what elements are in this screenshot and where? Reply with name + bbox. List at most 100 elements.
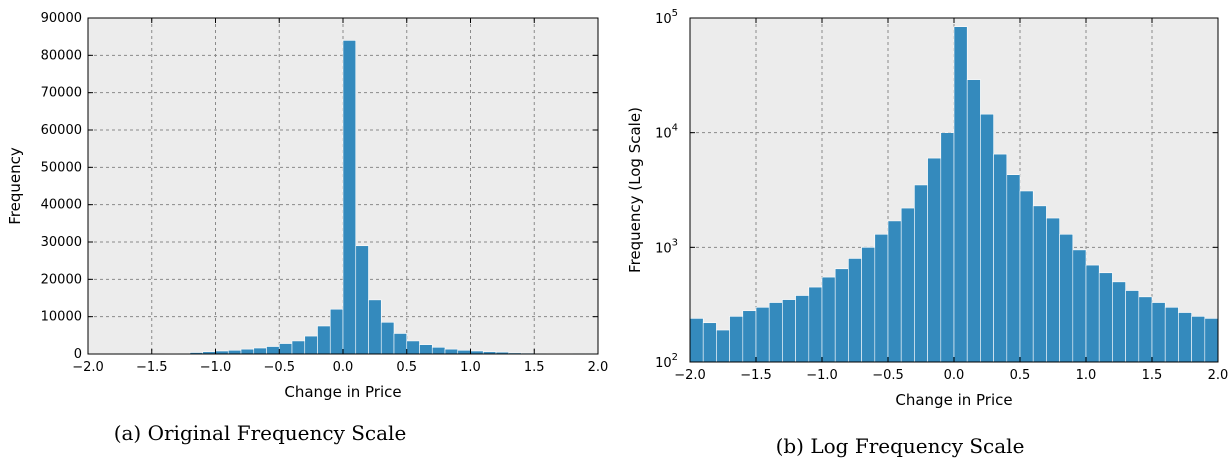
x-tick-label: −1.0 — [200, 360, 232, 375]
histogram-bar — [342, 40, 357, 355]
histogram-bar — [355, 245, 369, 355]
histogram-bar — [782, 299, 796, 363]
histogram-bar — [317, 325, 331, 355]
histogram-bar — [1138, 296, 1153, 363]
histogram-bar — [1191, 316, 1206, 363]
histogram-bar — [457, 349, 471, 355]
y-tick-label: 102 — [655, 352, 678, 371]
histogram-bar — [329, 308, 344, 355]
histogram-bar — [716, 329, 730, 363]
y-tick-label: 20000 — [41, 272, 82, 287]
y-tick-label: 10000 — [41, 310, 82, 325]
histogram-bar — [1032, 205, 1047, 363]
histogram-bar — [1125, 290, 1140, 363]
histogram-bar — [406, 340, 420, 355]
histogram-bar — [1006, 174, 1021, 363]
y-tick-label: 50000 — [41, 160, 82, 175]
histogram-bar — [821, 276, 836, 363]
histogram-bar — [742, 310, 757, 363]
histogram-bar — [278, 343, 293, 355]
histogram-bar — [431, 346, 446, 355]
histogram-bar — [1164, 306, 1179, 363]
histogram-bar — [266, 346, 280, 355]
histogram-bar — [940, 132, 955, 363]
histogram-bar — [900, 207, 915, 363]
x-tick-label: 1.5 — [1142, 368, 1163, 383]
histogram-bar — [914, 184, 928, 363]
histogram-bar — [1046, 217, 1060, 363]
x-tick-label: −2.0 — [674, 368, 706, 383]
histogram-bar — [729, 316, 744, 363]
histogram-bar — [1204, 318, 1219, 363]
y-tick-label: 60000 — [41, 123, 82, 138]
x-tick-label: −1.5 — [136, 360, 168, 375]
y-tick-label: 30000 — [41, 235, 82, 250]
histogram-bar — [1178, 312, 1192, 363]
histogram-bar — [755, 306, 770, 363]
x-tick-label: −2.0 — [72, 360, 104, 375]
histogram-bar — [1019, 190, 1034, 363]
histogram-bar — [993, 153, 1008, 363]
histogram-bar — [808, 286, 823, 363]
panel-caption: (b) Log Frequency Scale — [776, 434, 1025, 458]
x-axis-label: Change in Price — [895, 391, 1012, 409]
histogram-bar — [419, 344, 433, 355]
histogram-bar — [834, 268, 849, 363]
x-tick-label: 0.0 — [944, 368, 965, 383]
x-axis-label: Change in Price — [284, 383, 401, 401]
panel-a-original-scale: −2.0 −1.5 −1.0 −0.5 0.0 0.5 1.0 1.5 2.0 0 10000 200… — [6, 11, 608, 445]
x-tick-label: 2.0 — [1208, 368, 1229, 383]
histogram-bar — [861, 247, 876, 363]
x-tick-label: −0.5 — [263, 360, 295, 375]
histogram-bar — [795, 295, 810, 363]
y-tick-label: 40000 — [41, 198, 82, 213]
panel-b-log-scale: −2.0 −1.5 −1.0 −0.5 0.0 0.5 1.0 1.5 2.0 102 103 104… — [626, 8, 1228, 458]
histogram-bar — [966, 79, 981, 363]
histogram-bar — [368, 299, 382, 355]
y-axis-label: Frequency — [6, 147, 24, 225]
histogram-bar — [240, 348, 255, 355]
histogram-bar — [927, 157, 942, 363]
histogram-bar — [444, 348, 459, 355]
histogram-bar — [1098, 272, 1113, 363]
x-tick-label: 1.5 — [524, 360, 545, 375]
x-tick-label: 0.5 — [396, 360, 417, 375]
histogram-bar — [1072, 249, 1087, 363]
histogram-bar — [768, 302, 783, 363]
histogram-bar — [291, 340, 306, 355]
histogram-bar — [887, 220, 902, 363]
panel-caption: (a) Original Frequency Scale — [114, 421, 407, 445]
histogram-bar — [227, 349, 242, 355]
x-tick-label: −1.0 — [806, 368, 838, 383]
x-tick-label: 1.0 — [1076, 368, 1097, 383]
histogram-bar — [953, 26, 968, 363]
histogram-bar — [380, 321, 395, 355]
histogram-bar — [1151, 302, 1166, 363]
histogram-bar — [848, 258, 862, 363]
x-tick-label: 0.0 — [333, 360, 354, 375]
histogram-bar — [1085, 264, 1100, 363]
histogram-bar — [1112, 281, 1126, 363]
y-axis-label: Frequency (Log Scale) — [626, 107, 644, 273]
y-tick-label: 80000 — [41, 48, 82, 63]
x-tick-label: 1.0 — [460, 360, 481, 375]
histogram-bar — [980, 113, 994, 363]
histogram-bar — [689, 318, 704, 363]
y-tick-label: 90000 — [41, 11, 82, 26]
y-tick-label: 0 — [74, 347, 82, 362]
y-tick-label: 103 — [655, 237, 678, 256]
y-tick-label: 70000 — [41, 86, 82, 101]
histogram-bar — [702, 322, 717, 363]
x-tick-label: −1.5 — [740, 368, 772, 383]
histogram-bar — [253, 347, 267, 355]
histogram-bar — [1059, 233, 1074, 363]
histogram-bar — [874, 233, 889, 363]
y-tick-label: 105 — [655, 8, 678, 27]
x-tick-label: 2.0 — [588, 360, 609, 375]
x-tick-label: 0.5 — [1010, 368, 1031, 383]
y-tick-label: 104 — [655, 123, 678, 142]
histogram-bar — [393, 333, 408, 355]
x-tick-label: −0.5 — [872, 368, 904, 383]
histogram-bar — [304, 335, 318, 355]
